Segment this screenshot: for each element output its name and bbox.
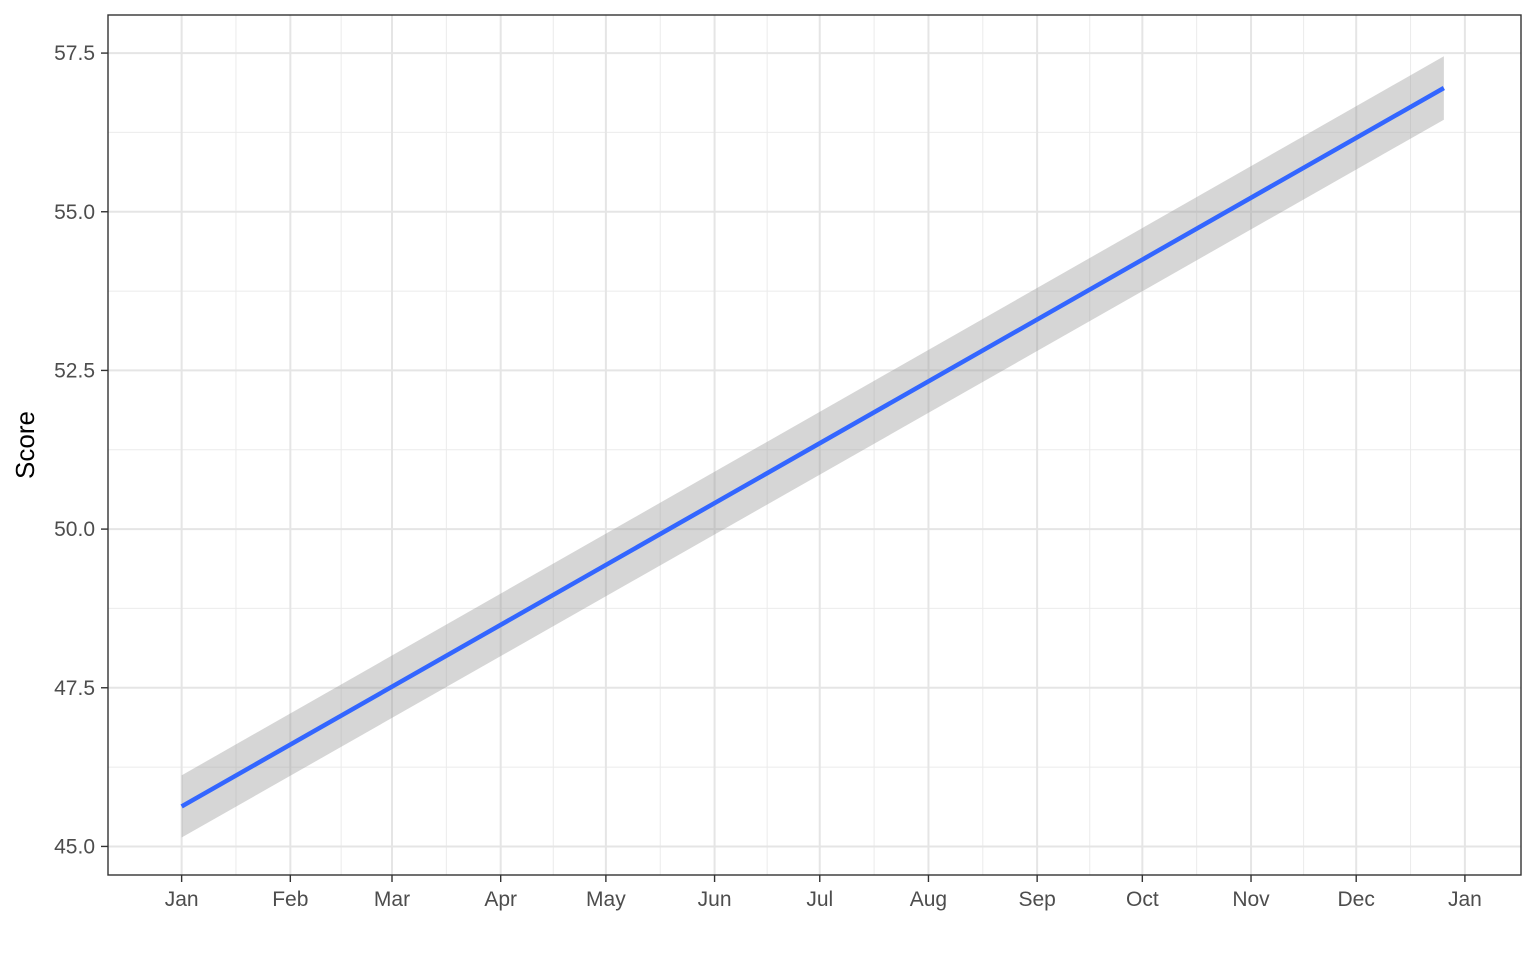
y-tick-label: 57.5 xyxy=(54,42,95,65)
x-tick-label: Oct xyxy=(1126,888,1159,911)
trend-line xyxy=(180,86,1445,809)
minor-gridlines xyxy=(108,15,1521,875)
x-tick-label: Dec xyxy=(1338,888,1375,911)
y-tick-label: 52.5 xyxy=(54,359,95,382)
panel-border xyxy=(107,14,1522,876)
y-axis-title: Score xyxy=(10,411,40,479)
x-tick-label: Jun xyxy=(698,888,732,911)
x-tick-label: Jan xyxy=(1448,888,1482,911)
y-tick-label: 55.0 xyxy=(54,201,95,224)
y-tick-label: 47.5 xyxy=(54,677,95,700)
x-tick-label: Jul xyxy=(806,888,833,911)
x-tick-label: Apr xyxy=(484,888,517,911)
x-tick-label: Nov xyxy=(1232,888,1270,911)
x-tick-label: May xyxy=(586,888,626,911)
major-gridlines xyxy=(108,15,1521,875)
x-tick-label: Jan xyxy=(165,888,199,911)
y-axis: 45.0 47.5 50.0 52.5 55.0 57.5 xyxy=(54,42,108,858)
x-tick-label: Feb xyxy=(272,888,308,911)
x-tick-label: Aug xyxy=(910,888,947,911)
x-tick-label: Sep xyxy=(1018,888,1055,911)
x-axis: Jan Feb Mar Apr May Jun Jul Aug Sep Oct Nov Dec Jan xyxy=(165,875,1482,911)
y-tick-label: 50.0 xyxy=(54,518,95,541)
y-tick-label: 45.0 xyxy=(54,835,95,858)
series-layer xyxy=(180,56,1445,838)
x-tick-label: Mar xyxy=(374,888,410,911)
